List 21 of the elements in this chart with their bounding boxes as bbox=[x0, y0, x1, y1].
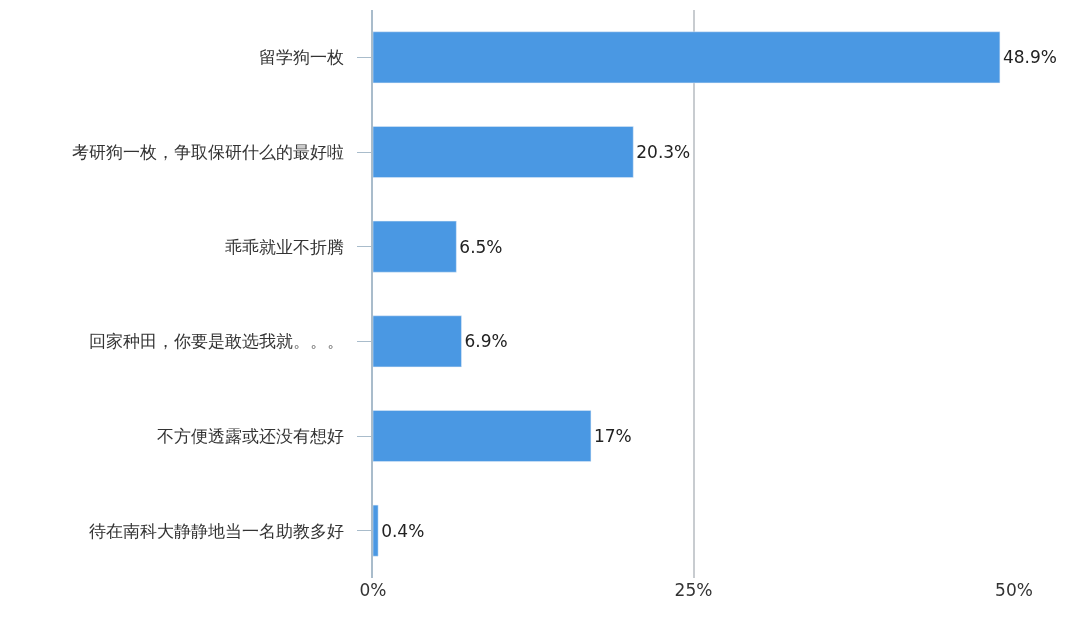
x-tick-label: 0% bbox=[359, 580, 387, 600]
bar bbox=[373, 220, 457, 273]
data-label: 17% bbox=[593, 426, 632, 446]
x-tick-label: 50% bbox=[995, 580, 1033, 600]
bar bbox=[373, 410, 592, 462]
y-tick-label: 回家种田，你要是敢选我就。。。 bbox=[88, 331, 344, 352]
y-tick-label: 不方便透露或还没有想好 bbox=[156, 425, 344, 446]
bar bbox=[373, 31, 1001, 84]
y-tick-label: 考研狗一枚，争取保研什么的最好啦 bbox=[71, 141, 344, 162]
bar bbox=[373, 504, 379, 557]
y-tick-label: 待在南科大静静地当一名助教多好 bbox=[88, 520, 344, 541]
data-label: 48.9% bbox=[1002, 47, 1057, 68]
bar bbox=[373, 126, 634, 178]
data-label: 0.4% bbox=[381, 520, 425, 541]
y-tick-label: 乖乖就业不折腾 bbox=[224, 236, 344, 257]
data-label: 6.9% bbox=[464, 331, 508, 352]
x-tick-label: 25% bbox=[674, 580, 713, 600]
data-label: 20.3% bbox=[636, 142, 691, 162]
data-label: 6.5% bbox=[459, 236, 503, 257]
bar bbox=[373, 315, 462, 368]
y-tick-label: 留学狗一枚 bbox=[258, 47, 344, 68]
